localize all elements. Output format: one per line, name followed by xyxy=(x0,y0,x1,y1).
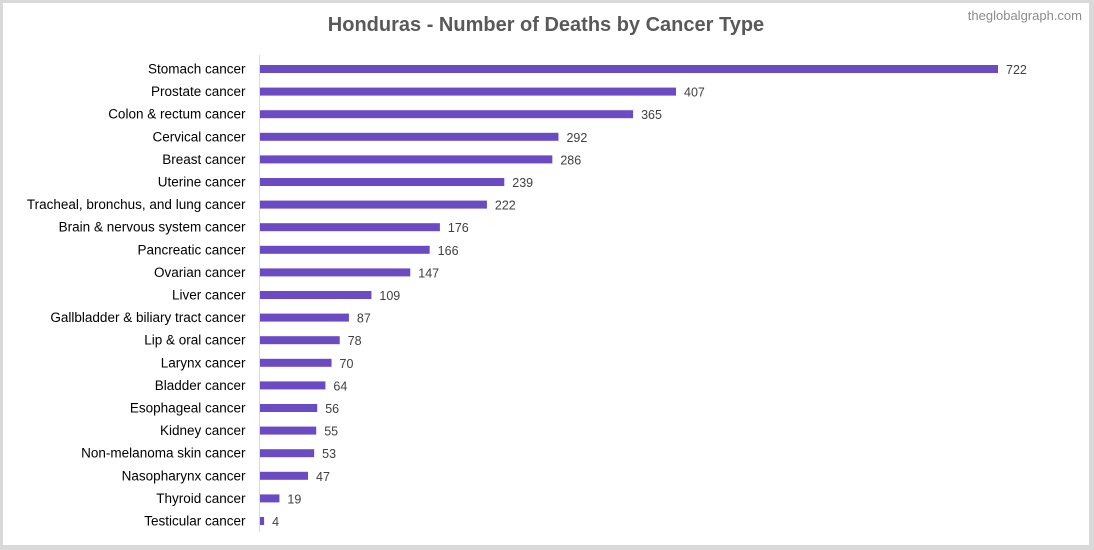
value-label: 239 xyxy=(512,176,533,190)
category-label: Tracheal, bronchus, and lung cancer xyxy=(27,197,246,212)
category-label: Larynx cancer xyxy=(161,355,246,370)
bar xyxy=(260,426,317,435)
category-label: Liver cancer xyxy=(172,288,246,303)
category-label: Cervical cancer xyxy=(152,129,246,144)
value-label: 19 xyxy=(287,492,301,506)
value-label: 55 xyxy=(324,425,338,439)
value-label: 56 xyxy=(325,402,339,416)
value-label: 78 xyxy=(348,334,362,348)
bar xyxy=(260,200,487,209)
bar xyxy=(260,358,332,367)
value-label: 166 xyxy=(438,244,459,258)
category-label: Ovarian cancer xyxy=(154,265,246,280)
category-label: Colon & rectum cancer xyxy=(108,107,246,122)
value-label: 4 xyxy=(272,515,279,529)
value-label: 70 xyxy=(340,357,354,371)
bar xyxy=(260,404,318,412)
category-label: Nasopharynx cancer xyxy=(122,468,246,483)
category-label: Testicular cancer xyxy=(144,514,246,529)
bar xyxy=(260,65,998,73)
value-label: 292 xyxy=(566,131,587,145)
bar xyxy=(260,178,505,186)
category-label: Prostate cancer xyxy=(151,84,246,99)
category-label: Breast cancer xyxy=(162,152,246,167)
value-label: 365 xyxy=(641,108,662,122)
category-label: Stomach cancer xyxy=(148,62,246,77)
value-label: 53 xyxy=(322,447,336,461)
bar xyxy=(260,245,430,254)
value-label: 222 xyxy=(495,199,516,213)
category-label: Esophageal cancer xyxy=(130,401,246,416)
bar xyxy=(260,110,634,119)
bar xyxy=(260,268,411,277)
bar xyxy=(260,517,265,525)
value-label: 109 xyxy=(379,289,400,303)
bar xyxy=(260,313,349,322)
category-label: Thyroid cancer xyxy=(156,491,246,506)
bar xyxy=(260,155,553,164)
value-label: 176 xyxy=(448,221,469,235)
category-label: Bladder cancer xyxy=(155,378,246,393)
category-label: Non-melanoma skin cancer xyxy=(81,446,246,461)
category-label: Lip & oral cancer xyxy=(144,333,246,348)
bar xyxy=(260,223,440,232)
chart-title: Honduras - Number of Deaths by Cancer Ty… xyxy=(327,14,765,36)
category-label: Kidney cancer xyxy=(160,423,246,438)
bar xyxy=(260,87,677,96)
value-label: 64 xyxy=(333,379,347,393)
bar xyxy=(260,381,326,390)
category-label: Brain & nervous system cancer xyxy=(59,220,246,235)
bar xyxy=(260,449,315,458)
value-label: 147 xyxy=(418,266,439,280)
category-label: Gallbladder & biliary tract cancer xyxy=(50,310,246,325)
value-label: 47 xyxy=(316,470,330,484)
bar xyxy=(260,132,559,141)
category-label: Uterine cancer xyxy=(158,175,246,190)
category-label: Pancreatic cancer xyxy=(137,242,246,257)
bar xyxy=(260,494,280,503)
watermark: theglobalgraph.com xyxy=(967,8,1082,23)
value-label: 87 xyxy=(357,312,371,326)
bar xyxy=(260,336,340,345)
value-label: 722 xyxy=(1006,63,1027,77)
value-label: 286 xyxy=(560,153,581,167)
value-label: 407 xyxy=(684,86,705,100)
bar xyxy=(260,291,372,299)
bar xyxy=(260,471,309,480)
